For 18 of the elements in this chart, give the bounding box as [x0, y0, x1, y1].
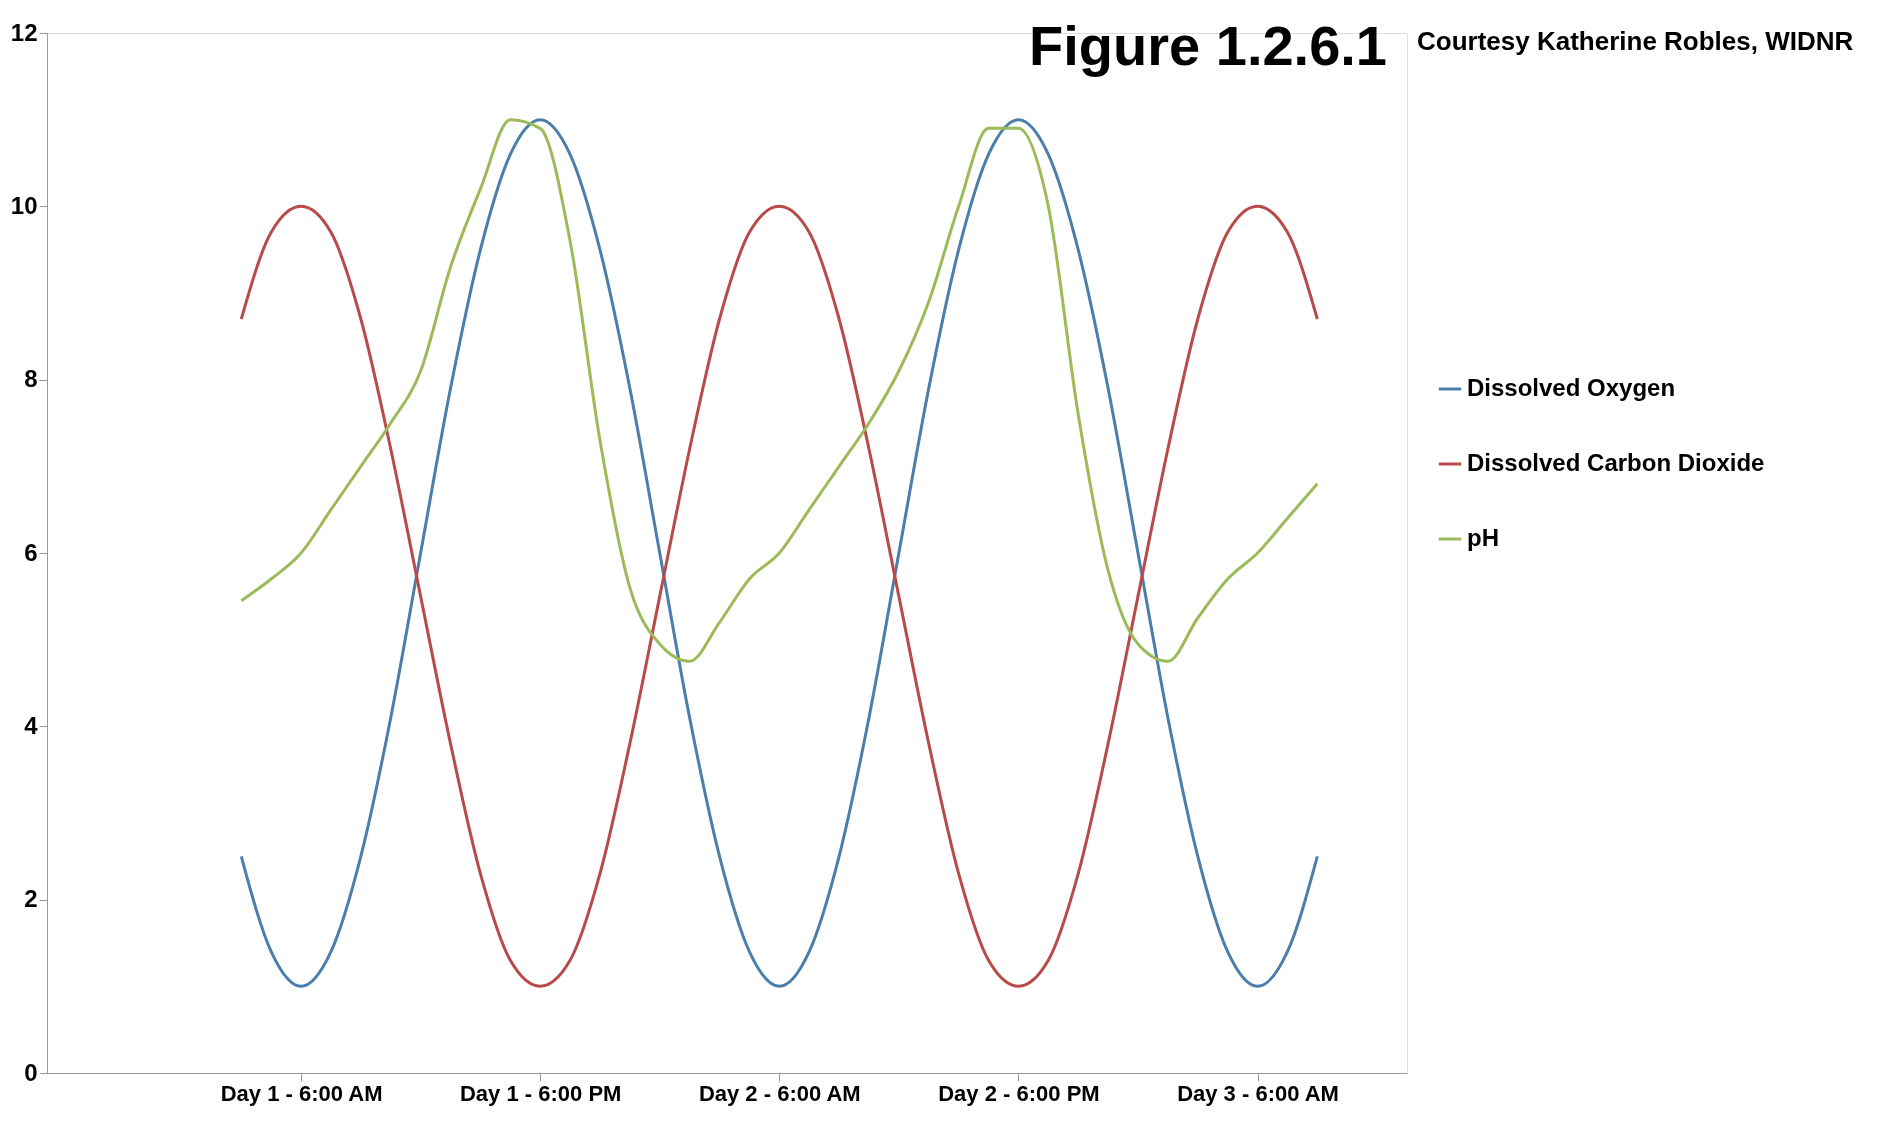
- y-tick-label: 8: [24, 365, 38, 393]
- y-tick-label: 2: [24, 885, 38, 913]
- x-tick-label: Day 3 - 6:00 AM: [1177, 1080, 1339, 1106]
- chart-title: Figure 1.2.6.1: [1029, 14, 1387, 77]
- x-tick-label: Day 1 - 6:00 PM: [459, 1080, 622, 1106]
- x-tick-label: Day 2 - 6:00 PM: [938, 1080, 1100, 1106]
- x-tick-label: Day 1 - 6:00 AM: [220, 1080, 383, 1106]
- legend-label: pH: [1467, 524, 1499, 551]
- y-tick-label: 12: [10, 18, 38, 46]
- y-tick-label: 0: [24, 1058, 38, 1086]
- x-tick-label: Day 2 - 6:00 AM: [698, 1080, 861, 1106]
- y-tick-label: 4: [24, 711, 39, 739]
- legend-label: Dissolved Carbon Dioxide: [1467, 449, 1765, 476]
- line-series: [239, 118, 1319, 663]
- y-tick-label: 6: [24, 538, 38, 566]
- y-tick-label: 10: [10, 191, 38, 219]
- text: Courtesy Katherine Robles, WIDNR: [1417, 26, 1854, 56]
- legend-label: Dissolved Oxygen: [1467, 374, 1676, 401]
